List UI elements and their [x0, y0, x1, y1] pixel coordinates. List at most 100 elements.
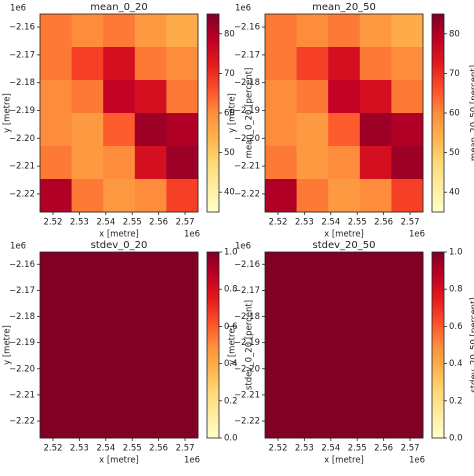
raster-cell: [40, 179, 72, 213]
colorbar: [431, 13, 445, 213]
y-tick-label: −2.16: [234, 23, 260, 33]
panel: stdev_0_20 2.52 2.53 2.54 2.55 2.56 2.57 −2.16 −…: [3, 240, 255, 466]
raster-cell: [328, 252, 361, 284]
raster-cell: [296, 314, 329, 346]
colorbar-tick-label: 60: [224, 109, 235, 119]
raster-cell: [359, 376, 392, 408]
x-tick-label: 2.55: [348, 218, 367, 228]
raster-cell: [40, 376, 72, 408]
raster-cell: [296, 146, 329, 180]
colorbar-tick-label: 0.4: [449, 359, 463, 369]
y-tick-label: −2.22: [234, 417, 260, 427]
x-offset-text: 1e6: [409, 230, 425, 240]
y-tick-label: −2.21: [9, 390, 35, 400]
x-tick-label: 2.53: [295, 444, 314, 454]
y-tick-label: −2.20: [9, 364, 35, 374]
raster-cell: [391, 407, 424, 439]
raster-cell: [166, 47, 199, 81]
y-tick-label: −2.17: [234, 50, 260, 60]
raster-cell: [359, 47, 392, 81]
raster-cell: [265, 47, 297, 81]
raster-cell: [296, 376, 329, 408]
y-axis-label: y [metre]: [228, 325, 238, 365]
y-tick-label: −2.17: [9, 50, 35, 60]
raster-cell: [103, 80, 136, 114]
raster-cell: [265, 179, 297, 213]
colorbar-tick-label: 70: [224, 69, 235, 79]
raster-cell: [328, 47, 361, 81]
raster-cell: [134, 252, 167, 284]
y-tick-label: −2.22: [9, 189, 35, 199]
raster-cell: [265, 314, 297, 346]
raster-cell: [103, 14, 136, 48]
x-tick-label: 2.53: [295, 218, 314, 228]
raster-cell: [391, 179, 424, 213]
y-tick-label: −2.16: [9, 23, 35, 33]
x-offset-text: 1e6: [409, 456, 425, 466]
raster-cell: [103, 407, 136, 439]
raster-cell: [71, 407, 104, 439]
raster-cell: [359, 345, 392, 377]
y-offset-text: 1e6: [235, 242, 251, 252]
x-tick-label: 2.57: [401, 218, 420, 228]
raster-cell: [134, 179, 167, 213]
x-tick-label: 2.56: [374, 218, 393, 228]
colorbar-label: stdev_20_50 [percent]: [470, 297, 474, 392]
x-tick-label: 2.55: [348, 444, 367, 454]
colorbar-tick-label: 0.2: [224, 396, 238, 406]
y-offset-text: 1e6: [10, 242, 26, 252]
raster-cell: [166, 345, 199, 377]
raster-cell: [166, 113, 199, 147]
raster-cell: [328, 179, 361, 213]
x-tick-label: 2.56: [374, 444, 393, 454]
raster-cell: [103, 314, 136, 346]
colorbar-tick-label: 0.0: [224, 434, 238, 444]
raster-cell: [265, 407, 297, 439]
raster-cell: [71, 314, 104, 346]
raster-cell: [296, 80, 329, 114]
x-tick-label: 2.57: [176, 218, 195, 228]
raster-cell: [134, 345, 167, 377]
colorbar-tick-label: 0.4: [224, 359, 238, 369]
raster-cell: [103, 179, 136, 213]
x-tick-label: 2.54: [96, 444, 115, 454]
panel: mean_20_50 2.52 2.53 2.54 2.55 2.56 2.57 −2.16 −…: [228, 2, 474, 240]
x-tick-label: 2.53: [70, 444, 89, 454]
x-tick-label: 2.55: [123, 444, 142, 454]
colorbar-tick-label: 0.6: [449, 322, 463, 332]
colorbar-tick-label: 0.0: [449, 434, 463, 444]
y-axis-label: y [metre]: [228, 93, 238, 133]
panel-title: mean_20_50: [312, 2, 376, 13]
raster-cell: [40, 47, 72, 81]
raster-cell: [71, 252, 104, 284]
y-tick-label: −2.20: [9, 134, 35, 144]
colorbar-tick-label: 80: [224, 29, 235, 39]
colorbar-label: mean_20_50 [percent]: [470, 65, 474, 161]
x-offset-text: 1e6: [184, 230, 200, 240]
raster-cell: [166, 14, 199, 48]
colorbar-tick-label: 70: [449, 69, 460, 79]
x-tick-label: 2.57: [401, 444, 420, 454]
raster-cell: [296, 179, 329, 213]
raster-cell: [40, 252, 72, 284]
axes-frame: [264, 13, 424, 213]
y-tick-label: −2.20: [234, 364, 260, 374]
raster-cell: [391, 146, 424, 180]
raster-cell: [296, 252, 329, 284]
x-offset-text: 1e6: [184, 456, 200, 466]
raster-cell: [166, 179, 199, 213]
y-tick-label: −2.17: [234, 286, 260, 296]
y-tick-label: −2.19: [234, 338, 260, 348]
raster-cell: [40, 314, 72, 346]
raster-cell: [103, 345, 136, 377]
raster-cell: [71, 283, 104, 315]
y-tick-label: −2.21: [234, 162, 260, 172]
colorbar: [206, 251, 220, 439]
raster-cell: [134, 146, 167, 180]
raster-cell: [265, 345, 297, 377]
raster-cell: [391, 47, 424, 81]
colorbar-tick-label: 0.2: [449, 396, 463, 406]
raster-cell: [328, 314, 361, 346]
raster-cell: [40, 146, 72, 180]
